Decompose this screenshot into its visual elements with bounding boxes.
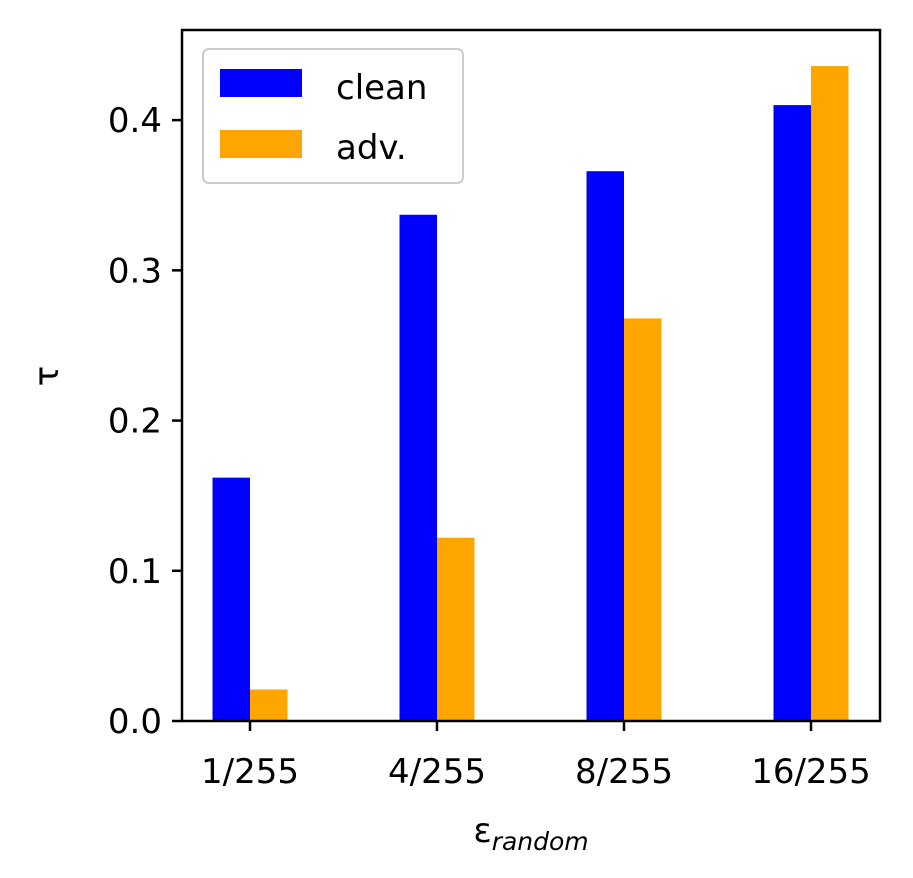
y-tick-label: 0.2 (108, 402, 162, 442)
y-tick-label: 0.1 (108, 552, 162, 592)
bar-clean-3 (586, 171, 624, 721)
bar-adv-2 (437, 537, 475, 721)
legend-swatch-clean (220, 69, 302, 97)
bars-group (212, 66, 849, 721)
bar-adv-3 (624, 318, 662, 721)
x-tick-label: 16/255 (751, 752, 871, 792)
x-tick-label: 4/255 (388, 752, 486, 792)
bar-adv-4 (811, 66, 849, 721)
bar-adv-1 (250, 689, 288, 721)
plot-frame (180, 28, 882, 723)
x-axis-label-main: ε (473, 811, 491, 851)
x-tick-label: 1/255 (201, 752, 299, 792)
x-axis-label-subscript: random (492, 827, 589, 856)
y-axis-label: τ (27, 366, 67, 386)
legend-swatch-adv (220, 130, 302, 158)
bar-clean-1 (212, 477, 250, 721)
y-tick-label: 0.3 (108, 251, 162, 291)
legend-label-adv: adv. (336, 128, 407, 168)
x-axis-ticks: 1/255 4/255 8/255 16/255 (201, 721, 871, 792)
y-axis-ticks: 0.0 0.1 0.2 0.3 0.4 (108, 101, 182, 742)
y-tick-label: 0.0 (108, 702, 162, 742)
bar-clean-4 (773, 105, 811, 721)
x-tick-label: 8/255 (575, 752, 673, 792)
legend-label-clean: clean (336, 68, 427, 108)
x-axis-label: εrandom (473, 811, 588, 856)
bar-clean-2 (399, 214, 437, 721)
legend: clean adv. (202, 48, 464, 184)
y-tick-label: 0.4 (108, 101, 162, 141)
